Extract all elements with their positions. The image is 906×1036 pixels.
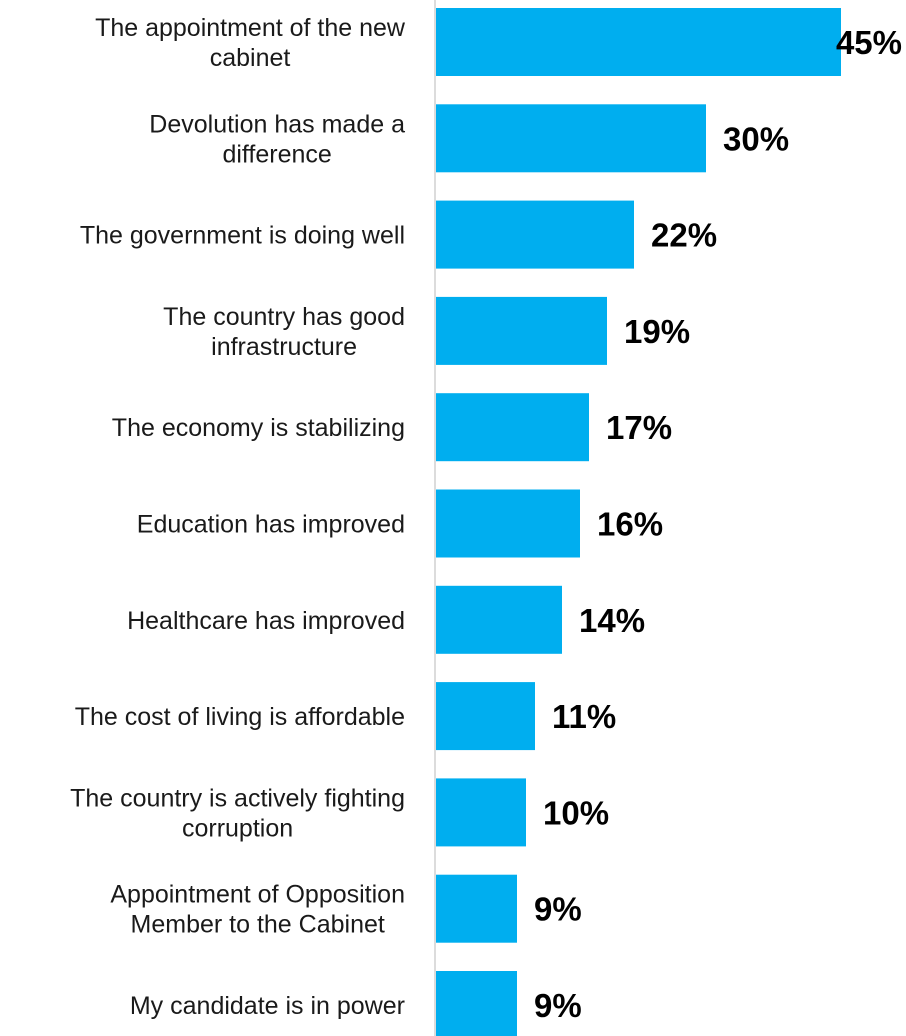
value-label-9: 10%: [543, 794, 609, 831]
category-label-3: The government is doing well: [80, 222, 405, 250]
bar-11: [436, 971, 517, 1036]
category-label-10: Appointment of Opposition Member to the C…: [110, 881, 405, 939]
value-label-1: 45%: [836, 24, 902, 61]
value-label-3: 22%: [651, 217, 717, 254]
category-label-7: Healthcare has improved: [127, 607, 405, 635]
category-label-4: The country has good infrastructure: [163, 303, 405, 361]
value-label-10: 9%: [534, 891, 582, 928]
value-label-7: 14%: [579, 602, 645, 639]
bar-1: [436, 8, 841, 76]
value-label-4: 19%: [624, 313, 690, 350]
bar-7: [436, 585, 562, 654]
bars-group: [436, 8, 841, 1036]
value-label-5: 17%: [606, 409, 672, 446]
category-label-1: The appointment of the new cabinet: [95, 14, 406, 72]
value-labels-group: 45% 30% 22% 19% 17% 16% 14% 11% 10% 9% 9%: [534, 24, 902, 1024]
category-label-8: The cost of living is affordable: [75, 703, 405, 731]
category-label-9: The country is actively fighting corrupti…: [70, 784, 405, 842]
category-label-5: The economy is stabilizing: [112, 414, 405, 442]
category-labels-group: The appointment of the new cabinet Devolut…: [70, 14, 406, 1020]
category-label-11: My candidate is in power: [130, 992, 405, 1020]
value-label-11: 9%: [534, 987, 582, 1024]
bar-6: [436, 489, 580, 558]
bar-10: [436, 874, 517, 943]
bar-5: [436, 393, 589, 462]
category-label-6: Education has improved: [137, 511, 405, 539]
bar-2: [436, 104, 706, 173]
value-label-6: 16%: [597, 506, 663, 543]
bar-3: [436, 200, 634, 269]
value-label-8: 11%: [552, 698, 616, 735]
bar-4: [436, 296, 607, 365]
category-label-2: Devolution has made a difference: [149, 110, 405, 168]
value-label-2: 30%: [723, 120, 789, 157]
bar-8: [436, 682, 535, 751]
bar-9: [436, 778, 526, 847]
